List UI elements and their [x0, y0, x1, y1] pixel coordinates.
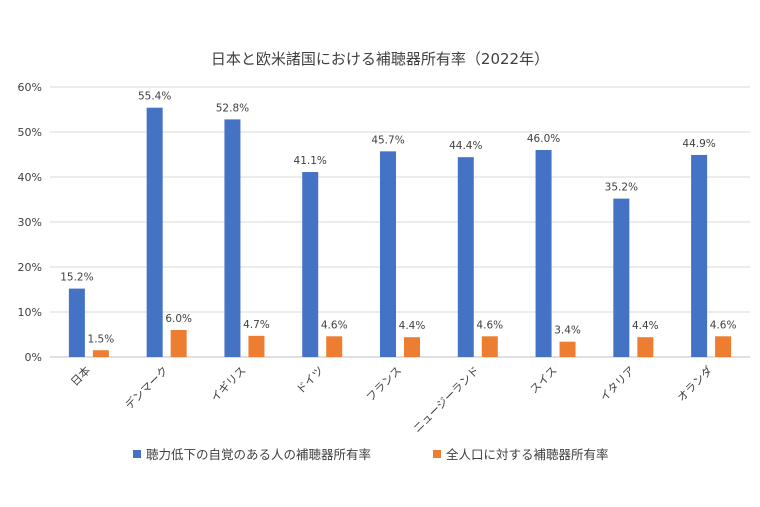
- legend-swatch-awareness: [133, 450, 141, 458]
- data-label: 4.4%: [632, 320, 659, 332]
- bars: [68, 107, 732, 358]
- x-tick-label: ドイツ: [294, 364, 327, 397]
- bar-awareness-rate: [691, 154, 708, 357]
- x-axis-ticks: 日本 デンマーク イギリス ドイツ フランス ニュージーランド スイス イタリア オランダ: [68, 363, 716, 435]
- data-label: 45.7%: [371, 134, 404, 146]
- gridlines: [50, 86, 750, 358]
- bar-population-rate: [326, 336, 343, 357]
- data-label: 3.4%: [554, 325, 581, 337]
- y-tick-label: 50%: [18, 126, 42, 139]
- bar-awareness-rate: [224, 119, 241, 358]
- chart-title: 日本と欧米諸国における補聴器所有率（2022年）: [211, 50, 549, 68]
- legend: 聴力低下の自覚のある人の補聴器所有率 全人口に対する補聴器所有率: [133, 447, 609, 462]
- x-tick-label: デンマーク: [122, 363, 171, 412]
- bar-population-rate: [715, 336, 732, 357]
- x-tick-label: 日本: [68, 363, 93, 388]
- bar-awareness-rate: [613, 198, 630, 357]
- data-label: 44.9%: [682, 138, 715, 150]
- x-tick-label: オランダ: [674, 363, 715, 404]
- bar-awareness-rate: [380, 151, 396, 357]
- y-tick-label: 20%: [18, 261, 42, 274]
- bar-population-rate: [404, 337, 420, 357]
- bar-population-rate: [637, 337, 654, 357]
- data-label: 15.2%: [60, 272, 93, 284]
- bar-awareness-rate: [302, 172, 319, 357]
- legend-swatch-population: [433, 450, 441, 458]
- data-label: 52.8%: [216, 102, 249, 114]
- data-label: 46.0%: [527, 133, 560, 145]
- x-tick-label: イタリア: [597, 364, 637, 404]
- bar-awareness-rate: [535, 150, 552, 357]
- legend-label: 全人口に対する補聴器所有率: [446, 447, 609, 462]
- data-label: 4.4%: [399, 320, 426, 332]
- data-labels: 15.2% 1.5% 55.4% 6.0% 52.8% 4.7% 41.1% 4.6% 45.7…: [60, 91, 736, 346]
- bar-population-rate: [170, 330, 187, 357]
- y-tick-label: 30%: [18, 216, 42, 229]
- bar-awareness-rate: [68, 288, 85, 357]
- bar-population-rate: [559, 341, 576, 357]
- y-tick-label: 10%: [18, 306, 42, 319]
- data-label: 1.5%: [88, 333, 115, 345]
- x-tick-label: スイス: [527, 364, 559, 396]
- data-label: 44.4%: [449, 140, 482, 152]
- x-tick-label: フランス: [364, 364, 404, 404]
- y-axis-ticks: 0% 10% 20% 30% 40% 50% 60%: [18, 81, 42, 364]
- y-tick-label: 60%: [18, 81, 42, 94]
- data-label: 4.6%: [476, 319, 503, 331]
- data-label: 4.7%: [243, 319, 270, 331]
- bar-population-rate: [248, 335, 265, 357]
- x-tick-label: ニュージーランド: [411, 364, 482, 435]
- bar-awareness-rate: [146, 107, 163, 357]
- data-label: 4.6%: [710, 319, 737, 331]
- data-label: 41.1%: [294, 155, 327, 167]
- x-tick-label: イギリス: [208, 364, 248, 404]
- y-tick-label: 40%: [18, 171, 42, 184]
- data-label: 35.2%: [605, 182, 638, 194]
- data-label: 6.0%: [165, 313, 192, 325]
- bar-population-rate: [92, 350, 109, 357]
- bar-population-rate: [481, 336, 498, 357]
- y-tick-label: 0%: [25, 351, 42, 364]
- bar-awareness-rate: [457, 157, 474, 357]
- data-label: 55.4%: [138, 91, 171, 103]
- data-label: 4.6%: [321, 319, 348, 331]
- legend-label: 聴力低下の自覚のある人の補聴器所有率: [146, 447, 371, 462]
